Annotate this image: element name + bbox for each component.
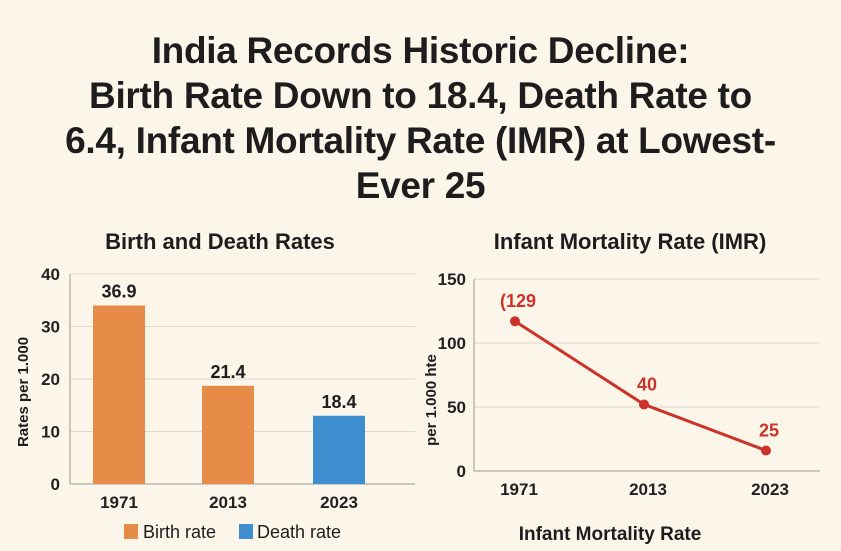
bar-data-label-2013: 21.4: [210, 362, 245, 382]
legend-label-death-rate: Death rate: [257, 522, 341, 542]
bar-chart-title: Birth and Death Rates: [105, 229, 335, 254]
x-tick-label: 2023: [320, 493, 358, 512]
bar-chart-y-label: Rates per 1.000: [15, 337, 32, 447]
imr-line-chart: Infant Mortality Rate (IMR) per 1.000 ht…: [423, 229, 820, 545]
imr-point-2023: [761, 445, 771, 456]
line-chart-y-label: per 1.000 hte: [423, 354, 440, 446]
headline: India Records Historic Decline: Birth Ra…: [0, 28, 841, 208]
y-tick-label: 50: [447, 398, 466, 417]
x-tick-label: 1971: [500, 480, 538, 499]
bar-data-label-2023: 18.4: [321, 392, 356, 412]
bar-2023: [313, 415, 365, 484]
imr-data-label-2013: 40: [637, 374, 657, 394]
y-tick-label: 0: [51, 475, 60, 494]
imr-data-label-2023: 25: [759, 421, 779, 441]
imr-point-2013: [639, 399, 649, 410]
x-tick-label: 2013: [209, 493, 247, 512]
x-tick-label: 2013: [629, 480, 667, 499]
imr-point-1971: [510, 316, 520, 327]
bar-legend: Birth rate Death rate: [124, 522, 341, 542]
y-tick-label: 150: [438, 270, 466, 289]
y-tick-label: 10: [41, 423, 60, 442]
x-tick-label: 2023: [751, 480, 789, 499]
imr-data-label-1971: (129: [500, 291, 536, 311]
line-chart-title: Infant Mortality Rate (IMR): [494, 229, 767, 254]
y-tick-label: 20: [41, 370, 60, 389]
birth-death-bar-chart: Birth and Death Rates Rates per 1.000 0 1…: [15, 229, 415, 542]
x-tick-label: 1971: [100, 493, 138, 512]
legend-swatch-death-rate: [239, 524, 253, 539]
bar-data-label-1971: 36.9: [101, 282, 136, 302]
legend-swatch-birth-rate: [124, 524, 138, 539]
y-tick-label: 30: [41, 318, 60, 337]
line-chart-x-label: Infant Mortality Rate: [519, 524, 702, 545]
y-tick-label: 40: [41, 265, 60, 284]
bar-1971: [93, 305, 145, 484]
headline-line: 6.4, Infant Mortality Rate (IMR) at Lowe…: [65, 120, 776, 161]
y-tick-label: 0: [457, 462, 466, 481]
headline-line: Birth Rate Down to 18.4, Death Rate to: [89, 75, 752, 116]
y-tick-label: 100: [438, 334, 466, 353]
headline-line: Ever 25: [355, 165, 486, 206]
headline-line: India Records Historic Decline:: [151, 30, 690, 71]
bar-2013: [202, 385, 254, 484]
legend-label-birth-rate: Birth rate: [143, 522, 216, 542]
